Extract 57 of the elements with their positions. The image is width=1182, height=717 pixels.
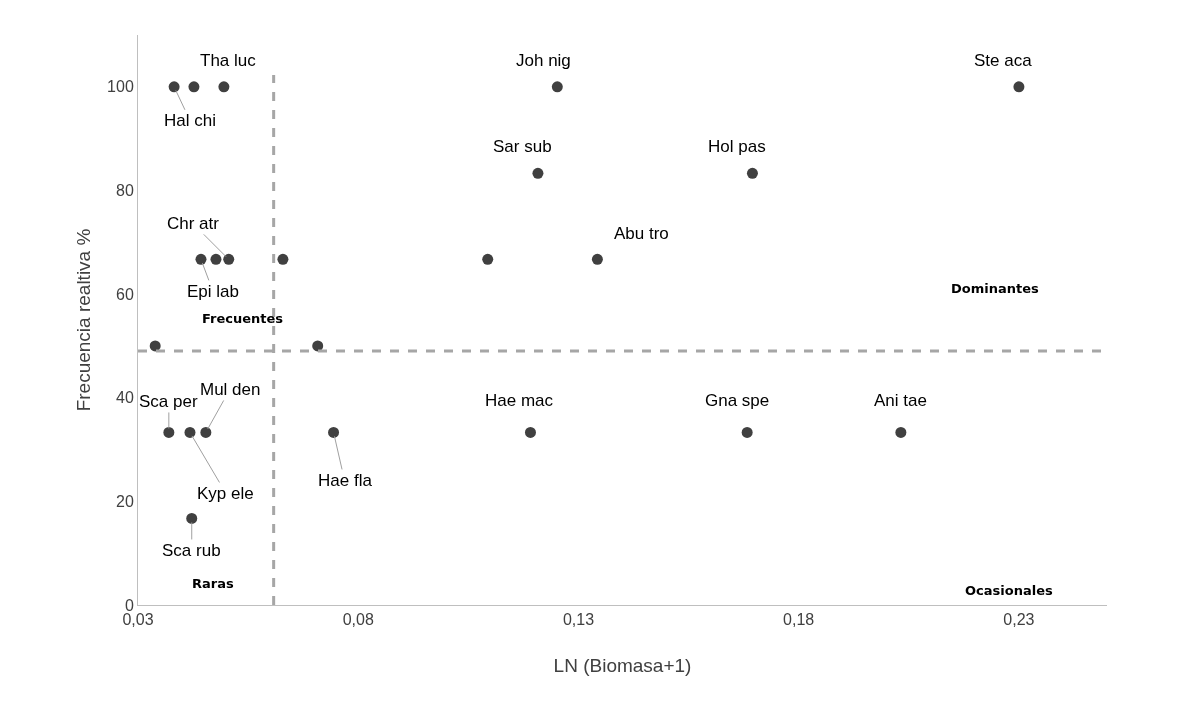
y-tick-label: 100 (107, 78, 134, 96)
annotation: Ste aca (974, 51, 1033, 70)
y-axis-title: Frecuencia realtiva % (73, 228, 94, 412)
point (591, 253, 603, 265)
point (895, 426, 907, 438)
point (168, 81, 180, 93)
annotation: Hae mac (485, 391, 554, 410)
point (1013, 81, 1025, 93)
y-tick-label: 80 (116, 182, 134, 200)
point (482, 253, 494, 265)
point (210, 253, 222, 265)
y-tick-label: 40 (116, 389, 134, 407)
annotation: Gna spe (705, 391, 770, 410)
point (312, 340, 324, 352)
y-tick-label: 60 (116, 285, 134, 303)
annotation: Sca rub (162, 541, 221, 560)
point (746, 167, 758, 179)
annotation: Raras (192, 576, 234, 591)
point (551, 81, 563, 93)
point (532, 167, 544, 179)
x-tick-label: 0,08 (342, 611, 374, 629)
point (328, 426, 340, 438)
annotation: Sar sub (493, 137, 552, 156)
annotation: Chr atr (167, 214, 220, 233)
annotation: Hal chi (164, 111, 216, 130)
point (218, 81, 230, 93)
x-tick-label: 0,23 (1003, 611, 1035, 629)
annotation: Ocasionales (965, 583, 1053, 598)
annotation: Dominantes (951, 281, 1040, 296)
y-tick-label: 0 (124, 596, 134, 614)
point (200, 426, 212, 438)
annotation: Ani tae (874, 391, 927, 410)
point (223, 253, 235, 265)
annotation: Abu tro (614, 224, 669, 243)
point (149, 340, 161, 352)
annotation: Sca per (139, 392, 198, 411)
annotation: Frecuentes (202, 311, 284, 326)
point (184, 426, 196, 438)
annotation: Hol pas (708, 137, 766, 156)
x-tick-label: 0,03 (122, 611, 154, 629)
x-tick-label: 0,13 (562, 611, 595, 629)
point (741, 426, 753, 438)
y-tick-label: 20 (116, 492, 134, 510)
point (186, 512, 198, 524)
annotation: Joh nig (516, 51, 571, 70)
point (195, 253, 207, 265)
annotation: Tha luc (200, 51, 257, 70)
point (188, 81, 200, 93)
point (163, 426, 175, 438)
annotation: Kyp ele (197, 484, 254, 503)
x-axis-title: LN (Biomasa+1) (553, 655, 692, 676)
annotation: Hae fla (318, 471, 373, 490)
point (277, 253, 289, 265)
annotation: Mul den (200, 380, 261, 399)
annotation: Epi lab (187, 282, 239, 301)
x-tick-label: 0,18 (783, 611, 815, 629)
point (524, 426, 536, 438)
